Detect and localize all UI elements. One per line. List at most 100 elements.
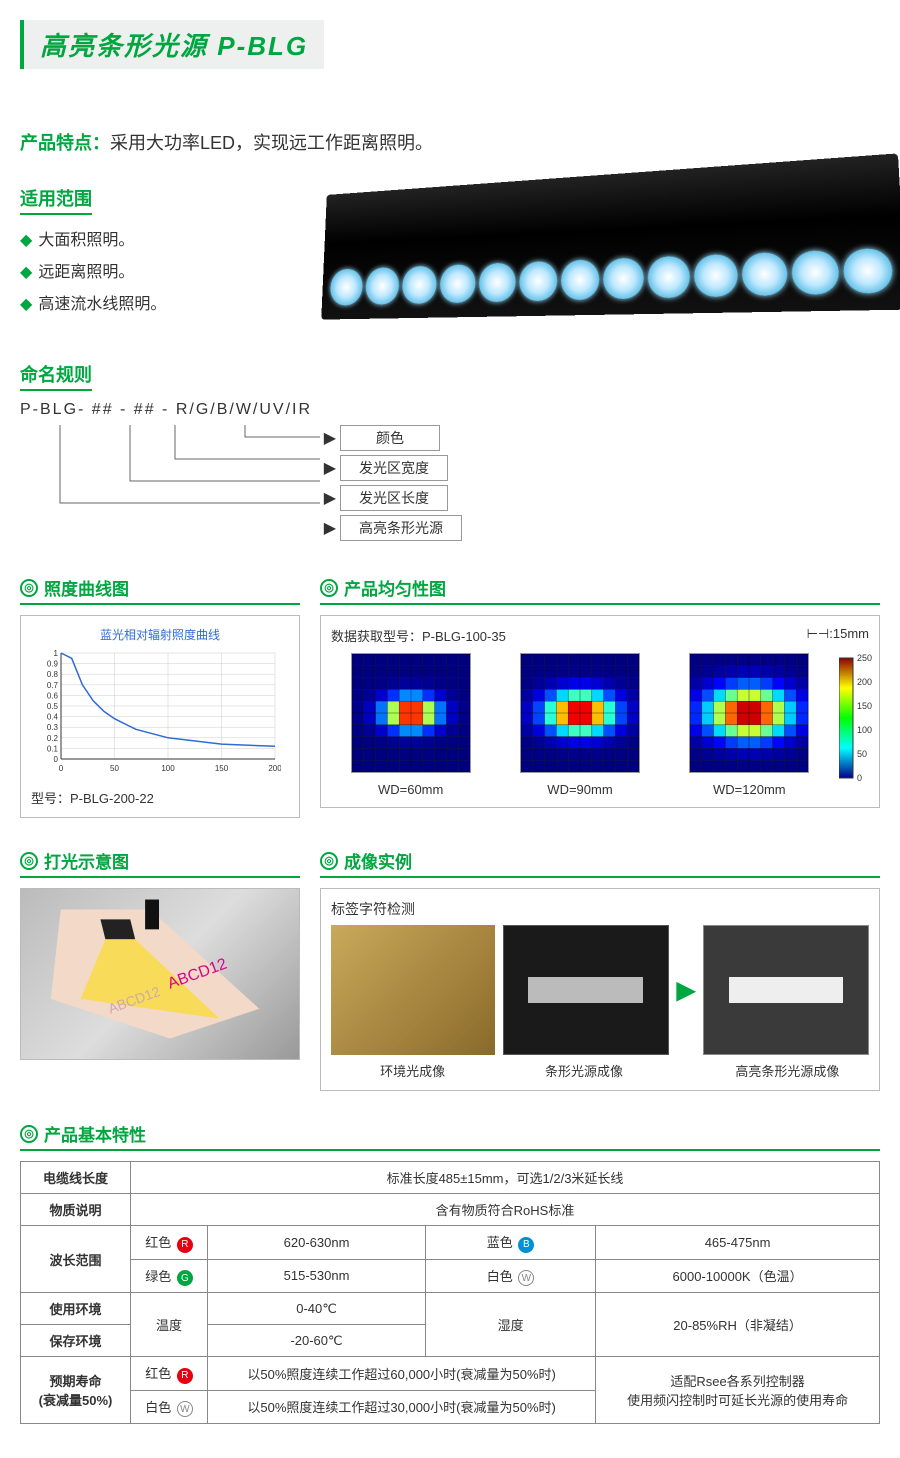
spec-red-label: 红色 R: [131, 1226, 208, 1260]
spec-th-cable: 电缆线长度: [21, 1162, 131, 1194]
spec-heading: 产品基本特性: [44, 1121, 146, 1146]
page-title: 高亮条形光源 P-BLG: [40, 26, 308, 63]
chart-title: 蓝光相对辐射照度曲线: [31, 626, 289, 643]
spec-white-val: 6000-10000K（色温）: [596, 1259, 880, 1293]
spec-th-useenv: 使用环境: [21, 1293, 131, 1325]
spec-white-label: 白色 W: [425, 1259, 595, 1293]
heatmap-label: WD=120mm: [670, 782, 829, 797]
feature-line: 产品特点：采用大功率LED，实现远工作距离照明。: [20, 129, 880, 155]
bullet-icon: ◎: [20, 852, 38, 870]
led-dot: [560, 259, 599, 301]
svg-text:0.9: 0.9: [47, 660, 59, 669]
uniformity-heading: 产品均匀性图: [344, 575, 446, 600]
bullet-icon: ◎: [20, 579, 38, 597]
svg-text:1: 1: [54, 649, 59, 658]
lighting-diagram-image: ABCD12 ABCD12: [21, 889, 299, 1059]
uniformity-model: 数据获取型号：P-BLG-100-35: [331, 626, 506, 645]
spec-th-storeenv: 保存环境: [21, 1325, 131, 1357]
naming-lines-svg: [20, 425, 320, 525]
illuminance-block: ◎照度曲线图 蓝光相对辐射照度曲线 00.10.20.30.40.50.60.7…: [20, 575, 300, 818]
spec-blue-val: 465-475nm: [596, 1226, 880, 1260]
svg-text:50: 50: [110, 764, 119, 773]
heatmap: WD=120mm: [670, 653, 829, 797]
led-dot: [604, 257, 645, 300]
svg-text:150: 150: [215, 764, 229, 773]
illuminance-chart: 00.10.20.30.40.50.60.70.80.9105010015020…: [31, 647, 281, 777]
spec-red-val: 620-630nm: [208, 1226, 426, 1260]
svg-text:0.6: 0.6: [47, 691, 59, 700]
led-dot: [519, 260, 557, 302]
naming-label: 高亮条形光源: [340, 515, 462, 541]
svg-text:0.4: 0.4: [47, 713, 59, 722]
spec-life-red-label: 红色 R: [131, 1357, 208, 1391]
example-label: 标签字符检测: [331, 899, 869, 919]
feature-text: 采用大功率LED，实现远工作距离照明。: [110, 133, 433, 153]
example-image-3: [703, 925, 869, 1055]
bullet-icon: ◎: [320, 579, 338, 597]
svg-text:200: 200: [268, 764, 281, 773]
led-dot: [439, 264, 475, 304]
naming-label: 发光区长度: [340, 485, 448, 511]
svg-text:50: 50: [857, 749, 867, 759]
spec-life-white-label: 白色 W: [131, 1390, 208, 1424]
bullet-icon: ◎: [320, 852, 338, 870]
svg-text:100: 100: [857, 725, 872, 735]
example-image-2: [503, 925, 669, 1055]
naming-label: 发光区宽度: [340, 455, 448, 481]
svg-text:150: 150: [857, 701, 872, 711]
scope-item: 高速流水线照明。: [20, 289, 240, 321]
spec-life-red-val: 以50%照度连续工作超过60,000小时(衰减量为50%时): [208, 1357, 596, 1391]
spec-th-material: 物质说明: [21, 1194, 131, 1226]
scope-item: 大面积照明。: [20, 225, 240, 257]
example-caption-2: 条形光源成像: [502, 1061, 665, 1080]
naming-label: 颜色: [340, 425, 440, 451]
spec-th-lifetime: 预期寿命 (衰减量50%): [21, 1357, 131, 1424]
svg-text:100: 100: [161, 764, 175, 773]
svg-text:0.2: 0.2: [47, 734, 59, 743]
heatmap: WD=90mm: [500, 653, 659, 797]
spec-green-label: 绿色 G: [131, 1259, 208, 1293]
led-dot: [694, 253, 739, 298]
spec-cable: 标准长度485±15mm，可选1/2/3米延长线: [131, 1162, 880, 1194]
example-block: ◎成像实例 标签字符检测 ▶ 环境光成像 条形光源成像 高亮条形光源成像: [320, 848, 880, 1091]
scope-block: 适用范围 大面积照明。远距离照明。高速流水线照明。: [20, 185, 240, 321]
svg-text:0.3: 0.3: [47, 723, 59, 732]
naming-block: 命名规则 P-BLG- ## - ## - R/G/B/W/UV/IR ▶颜色▶…: [20, 361, 880, 545]
uniformity-scale: ⊢⊣:15mm: [807, 626, 869, 645]
svg-text:0.1: 0.1: [47, 744, 59, 753]
uniformity-block: ◎ 产品均匀性图 数据获取型号：P-BLG-100-35 ⊢⊣:15mm WD=6…: [320, 575, 880, 818]
svg-text:250: 250: [857, 653, 872, 663]
bullet-icon: ◎: [20, 1125, 38, 1143]
example-heading: 成像实例: [344, 848, 412, 873]
scope-heading: 适用范围: [20, 185, 92, 215]
lighting-diagram-block: ◎ 打光示意图 ABCD12 ABCD12: [20, 848, 300, 1091]
svg-text:0: 0: [857, 773, 862, 783]
spec-material: 含有物质符合RoHS标准: [131, 1194, 880, 1226]
led-dot: [478, 262, 515, 303]
heatmap: WD=60mm: [331, 653, 490, 797]
product-photo: [321, 153, 900, 319]
spec-life-note: 适配Rsee各系列控制器 使用频闪控制时可延长光源的使用寿命: [596, 1357, 880, 1424]
led-dot: [843, 247, 894, 294]
naming-heading: 命名规则: [20, 361, 92, 391]
lighting-heading: 打光示意图: [44, 848, 129, 873]
arrow-icon: ▶: [677, 976, 695, 1005]
example-caption-1: 环境光成像: [331, 1061, 494, 1080]
led-dot: [742, 251, 789, 296]
led-dot: [330, 268, 364, 306]
spec-life-white-val: 以50%照度连续工作超过30,000小时(衰减量为50%时): [208, 1390, 596, 1424]
heatmap-label: WD=90mm: [500, 782, 659, 797]
spec-temp-label: 温度: [131, 1293, 208, 1357]
feature-label: 产品特点：: [20, 133, 110, 153]
led-dot: [791, 249, 840, 295]
chart-model: 型号：P-BLG-200-22: [31, 788, 289, 807]
spec-blue-label: 蓝色 B: [425, 1226, 595, 1260]
title-bar: 高亮条形光源 P-BLG: [20, 20, 324, 69]
svg-text:200: 200: [857, 677, 872, 687]
colorbar: 0 50 100 150 200 250: [839, 653, 869, 788]
spec-block: ◎ 产品基本特性 电缆线长度 标准长度485±15mm，可选1/2/3米延长线 物…: [20, 1121, 880, 1424]
led-dot: [365, 267, 399, 306]
illuminance-heading: 照度曲线图: [44, 575, 129, 600]
spec-green-val: 515-530nm: [208, 1259, 426, 1293]
example-image-1: [331, 925, 495, 1055]
